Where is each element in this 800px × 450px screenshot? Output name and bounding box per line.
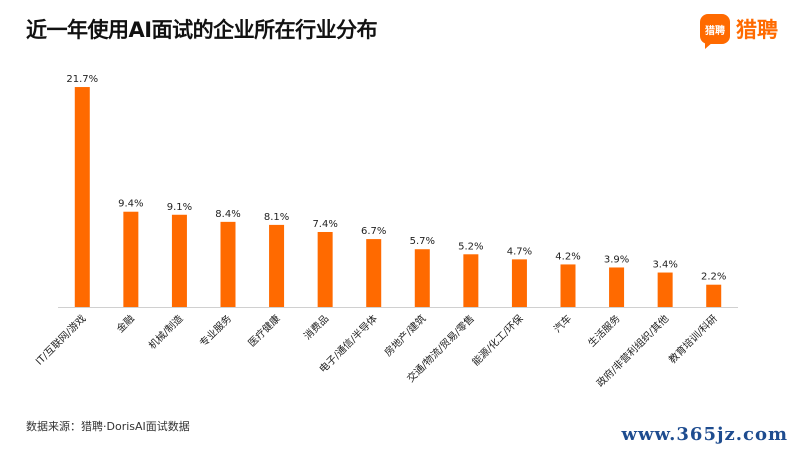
bar (171, 214, 187, 307)
bar (609, 267, 625, 307)
data-source-note: 数据来源：猎聘·DorisAI面试数据 (26, 420, 190, 433)
category-label: 医疗健康 (245, 312, 282, 349)
data-label: 5.7% (410, 236, 435, 247)
bar (511, 259, 527, 307)
category-label: 金融 (114, 312, 137, 335)
data-label: 4.2% (555, 251, 580, 262)
bar (366, 239, 382, 307)
category-label: 汽车 (551, 312, 574, 335)
data-label: 8.4% (215, 209, 240, 220)
data-label: 2.2% (701, 272, 726, 283)
data-label: 21.7% (66, 74, 98, 85)
bar (74, 87, 90, 307)
bar (317, 231, 333, 307)
category-label: 机械/制造 (146, 312, 186, 352)
category-label: 教育培训/科研 (666, 312, 720, 366)
category-label: IT/互联网/游戏 (33, 312, 89, 368)
data-label: 5.2% (458, 241, 483, 252)
watermark: www.365jz.com (621, 424, 788, 445)
logo-text: 猎聘 (736, 18, 778, 42)
data-label: 9.4% (118, 199, 143, 210)
bar (657, 272, 673, 307)
bar (706, 284, 722, 307)
speech-bubble-logo-icon: 猎聘 (700, 14, 730, 49)
bar (560, 264, 576, 307)
data-label: 8.1% (264, 212, 289, 223)
data-label: 7.4% (312, 219, 337, 230)
category-label: 消费品 (301, 312, 331, 342)
category-label: 能源/化工/环保 (469, 312, 525, 368)
data-label: 3.9% (604, 254, 629, 265)
category-label: 生活服务 (585, 312, 622, 349)
data-label: 9.1% (167, 202, 192, 213)
bar (269, 224, 285, 307)
bar (123, 211, 139, 307)
category-label: 专业服务 (197, 312, 234, 349)
bar (220, 221, 236, 307)
category-label: 房地产/建筑 (381, 312, 428, 359)
chart-title: 近一年使用AI面试的企业所在行业分布 (26, 18, 378, 42)
data-label: 4.7% (507, 246, 532, 257)
bar (414, 249, 430, 307)
data-label: 3.4% (652, 260, 677, 271)
bar (463, 254, 479, 307)
data-label: 6.7% (361, 226, 386, 237)
liepin-logo: 猎聘 猎聘 (700, 12, 778, 49)
